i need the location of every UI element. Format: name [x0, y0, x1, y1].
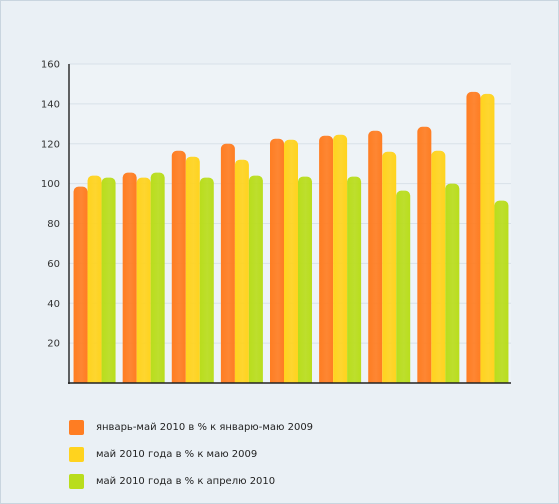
bar-series-2-group-9[interactable] — [480, 93, 495, 387]
y-tick-label: 20 — [47, 339, 60, 350]
bar-series-3-group-6[interactable] — [347, 176, 362, 387]
legend-label-series-2: май 2010 года в % к маю 2009 — [96, 448, 258, 460]
bar-series-1-group-7[interactable] — [368, 130, 383, 387]
bars — [73, 91, 509, 387]
legend-label-series-3: май 2010 года в % к апрелю 2010 — [96, 475, 276, 487]
y-tick-label: 120 — [41, 139, 60, 150]
bar-series-3-group-1[interactable] — [101, 177, 116, 387]
y-tick-label: 140 — [41, 99, 60, 110]
bar-series-1-group-6[interactable] — [319, 135, 334, 387]
bar-series-1-group-1[interactable] — [73, 186, 88, 387]
bar-series-1-group-2[interactable] — [122, 172, 137, 387]
bar-series-2-group-4[interactable] — [234, 159, 249, 387]
bar-series-2-group-7[interactable] — [382, 151, 397, 387]
bar-series-3-group-9[interactable] — [494, 200, 509, 387]
y-tick-label: 60 — [47, 259, 60, 270]
bar-series-2-group-6[interactable] — [333, 134, 348, 387]
bar-series-3-group-4[interactable] — [248, 175, 263, 387]
legend-swatch-series-2 — [69, 446, 84, 462]
y-tick-labels: 20 40 60 80 100 120 140 160 — [41, 60, 60, 350]
bar-series-1-group-9[interactable] — [466, 91, 481, 387]
legend: январь-май 2010 в % к январю-маю 2009 ма… — [69, 419, 313, 500]
bar-series-1-group-5[interactable] — [270, 138, 284, 387]
legend-item-series-2[interactable]: май 2010 года в % к маю 2009 — [69, 446, 313, 462]
legend-swatch-series-3 — [69, 473, 84, 489]
bar-series-1-group-4[interactable] — [220, 143, 235, 387]
bar-series-1-group-8[interactable] — [417, 126, 432, 387]
legend-item-series-1[interactable]: январь-май 2010 в % к январю-маю 2009 — [69, 419, 313, 435]
legend-swatch-series-1 — [69, 419, 84, 435]
bar-series-2-group-8[interactable] — [431, 150, 446, 387]
legend-label-series-1: январь-май 2010 в % к январю-маю 2009 — [96, 421, 314, 433]
legend-item-series-3[interactable]: май 2010 года в % к апрелю 2010 — [69, 473, 313, 489]
bar-series-1-group-3[interactable] — [171, 150, 186, 387]
y-tick-label: 40 — [47, 299, 60, 310]
bar-series-3-group-2[interactable] — [150, 172, 165, 387]
bar-series-2-group-2[interactable] — [136, 177, 151, 387]
y-tick-label: 80 — [47, 219, 60, 230]
bar-chart: 20 40 60 80 100 120 140 160 — [41, 60, 511, 387]
axes — [68, 64, 511, 384]
bar-series-3-group-3[interactable] — [199, 177, 214, 387]
bar-series-3-group-8[interactable] — [445, 183, 460, 387]
bar-series-3-group-7[interactable] — [396, 190, 411, 387]
bar-series-3-group-5[interactable] — [298, 176, 312, 387]
bar-series-2-group-5[interactable] — [284, 139, 298, 387]
bar-series-2-group-1[interactable] — [87, 175, 102, 387]
bar-series-2-group-3[interactable] — [185, 156, 200, 387]
y-tick-label: 100 — [41, 179, 60, 190]
y-tick-label: 160 — [41, 60, 60, 71]
